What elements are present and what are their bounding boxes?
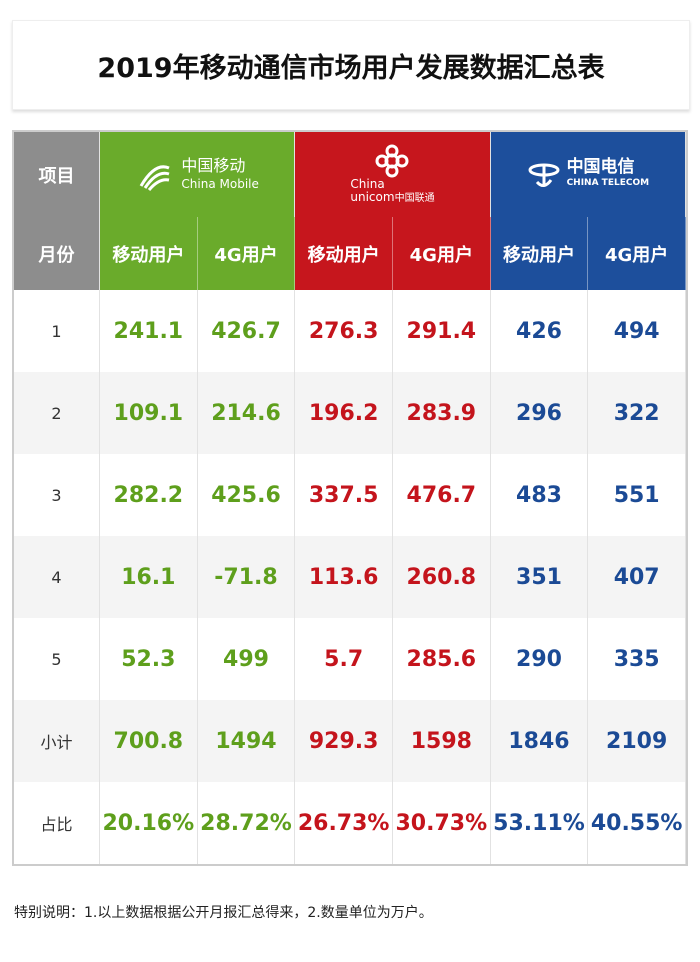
- row-label: 1: [14, 290, 100, 372]
- brand-text: China unicom中国联通: [350, 178, 434, 205]
- title: 2019年移动通信市场用户发展数据汇总表: [12, 20, 690, 110]
- brand-name-en: CHINA TELECOM: [566, 177, 650, 188]
- data-cell: 285.6: [392, 618, 491, 700]
- brand-china-unicom: China unicom中国联通: [295, 132, 491, 217]
- brand-name-en: China: [350, 177, 385, 191]
- subheader-cell: 移动用户: [295, 217, 393, 290]
- data-cell: 241.1: [100, 290, 198, 372]
- data-cell: 335: [588, 618, 686, 700]
- data-cell: 40.55%: [588, 782, 686, 864]
- brand-name-en: unicom: [350, 190, 395, 204]
- subheader-cell: 月份: [14, 217, 100, 290]
- data-cell: 483: [490, 454, 589, 536]
- data-cell: 407: [588, 536, 686, 618]
- data-cell: 337.5: [295, 454, 393, 536]
- subheader-cell: 4G用户: [392, 217, 491, 290]
- data-cell: 109.1: [100, 372, 198, 454]
- data-cell: 214.6: [197, 372, 296, 454]
- row-label: 4: [14, 536, 100, 618]
- data-cell: 494: [588, 290, 686, 372]
- header-item: 项目: [14, 132, 100, 217]
- row-label: 小计: [14, 700, 100, 782]
- row-label: 3: [14, 454, 100, 536]
- data-cell: 296: [490, 372, 589, 454]
- data-cell: 1598: [392, 700, 491, 782]
- data-cell: 322: [588, 372, 686, 454]
- subheader-cell: 4G用户: [588, 217, 686, 290]
- data-cell: 276.3: [295, 290, 393, 372]
- brand-name: 中国移动: [181, 155, 246, 175]
- data-cell: 2109: [588, 700, 686, 782]
- data-cell: 260.8: [392, 536, 491, 618]
- brand-text: 中国电信 CHINA TELECOM: [566, 156, 650, 191]
- data-cell: 700.8: [100, 700, 198, 782]
- data-cell: 196.2: [295, 372, 393, 454]
- logo: [375, 144, 409, 178]
- data-cell: 929.3: [295, 700, 393, 782]
- subheader-cell: 移动用户: [100, 217, 198, 290]
- data-cell: 426.7: [197, 290, 296, 372]
- data-cell: 53.11%: [490, 782, 589, 864]
- data-cell: 290: [490, 618, 589, 700]
- data-cell: 282.2: [100, 454, 198, 536]
- data-cell: 476.7: [392, 454, 491, 536]
- brand-name: 中国联通: [394, 193, 435, 204]
- data-cell: 28.72%: [197, 782, 296, 864]
- data-cell: 351: [490, 536, 589, 618]
- brand-china-mobile: 中国移动 China Mobile: [100, 132, 296, 217]
- row-label: 占比: [14, 782, 100, 864]
- row-label: 5: [14, 618, 100, 700]
- data-cell: 425.6: [197, 454, 296, 536]
- table: 项目 中国移动 China Mobile China unicom中国联通 中国…: [12, 130, 688, 866]
- data-cell: 16.1: [100, 536, 198, 618]
- row-label: 2: [14, 372, 100, 454]
- data-cell: 1494: [197, 700, 296, 782]
- data-cell: 52.3: [100, 618, 198, 700]
- logo: [140, 164, 171, 191]
- data-cell: 551: [588, 454, 686, 536]
- data-cell: 1846: [490, 700, 589, 782]
- brand-name-en: China Mobile: [181, 176, 259, 191]
- data-cell: 5.7: [295, 618, 393, 700]
- data-cell: 426: [490, 290, 589, 372]
- data-cell: 113.6: [295, 536, 393, 618]
- data-cell: 499: [197, 618, 296, 700]
- data-cell: 20.16%: [100, 782, 198, 864]
- brand-text: 中国移动 China Mobile: [181, 155, 259, 193]
- brand-china-telecom: 中国电信 CHINA TELECOM: [490, 132, 686, 217]
- data-cell: -71.8: [197, 536, 296, 618]
- logo: [528, 163, 560, 187]
- subheader-cell: 移动用户: [490, 217, 589, 290]
- subheader-cell: 4G用户: [197, 217, 296, 290]
- footnote: 特别说明：1.以上数据根据公开月报汇总得来，2.数量单位为万户。: [14, 905, 433, 921]
- data-cell: 283.9: [392, 372, 491, 454]
- data-cell: 26.73%: [295, 782, 393, 864]
- data-cell: 30.73%: [392, 782, 491, 864]
- data-cell: 291.4: [392, 290, 491, 372]
- brand-name: 中国电信: [566, 156, 635, 177]
